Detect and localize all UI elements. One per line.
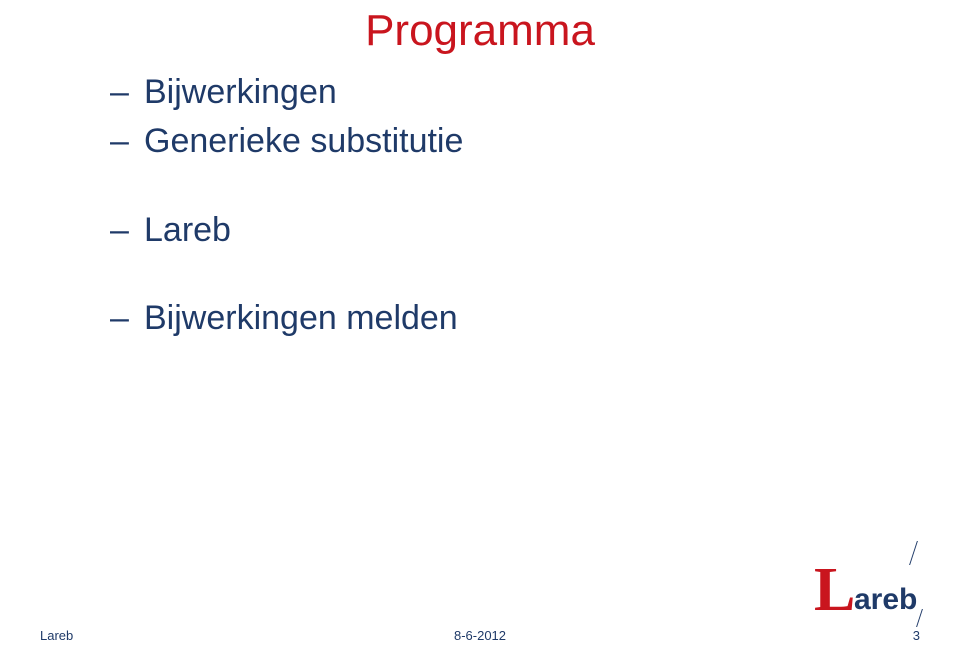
bullet-item: – Bijwerkingen <box>110 72 870 113</box>
bullet-text: Generieke substitutie <box>144 121 463 162</box>
lareb-logo: L areb <box>814 551 934 621</box>
bullet-dash: – <box>110 121 144 162</box>
bullet-item: – Lareb <box>110 210 870 251</box>
slide-footer: Lareb 8-6-2012 3 <box>0 623 960 643</box>
bullet-dash: – <box>110 72 144 113</box>
bullet-gap <box>110 170 870 210</box>
slide: Programma – Bijwerkingen – Generieke sub… <box>0 0 960 649</box>
logo-slash-icon <box>909 541 934 565</box>
bullet-list: – Bijwerkingen – Generieke substitutie –… <box>110 72 870 347</box>
footer-date: 8-6-2012 <box>0 628 960 643</box>
bullet-dash: – <box>110 210 144 251</box>
bullet-item: – Bijwerkingen melden <box>110 298 870 339</box>
bullet-text: Bijwerkingen melden <box>144 298 458 339</box>
bullet-dash: – <box>110 298 144 339</box>
bullet-text: Lareb <box>144 210 231 251</box>
footer-page-number: 3 <box>913 628 920 643</box>
bullet-gap <box>110 258 870 298</box>
slide-title: Programma <box>0 6 960 56</box>
logo-rest: areb <box>854 585 917 615</box>
bullet-item: – Generieke substitutie <box>110 121 870 162</box>
logo-big-l: L <box>814 559 855 621</box>
bullet-text: Bijwerkingen <box>144 72 337 113</box>
